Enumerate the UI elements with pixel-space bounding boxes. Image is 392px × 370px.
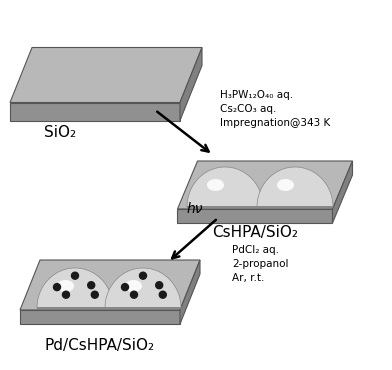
Polygon shape (187, 167, 263, 207)
Text: hν: hν (187, 202, 203, 216)
Polygon shape (10, 102, 180, 121)
Ellipse shape (277, 179, 294, 191)
Circle shape (156, 282, 163, 289)
Polygon shape (180, 47, 202, 121)
Ellipse shape (57, 280, 74, 292)
Polygon shape (178, 161, 352, 209)
Circle shape (91, 291, 98, 298)
Circle shape (140, 272, 147, 279)
Text: Pd/CsHPA/SiO₂: Pd/CsHPA/SiO₂ (45, 338, 155, 353)
Circle shape (88, 282, 95, 289)
Circle shape (53, 283, 60, 290)
Ellipse shape (125, 280, 142, 292)
Circle shape (62, 291, 69, 298)
Polygon shape (105, 268, 181, 308)
Polygon shape (332, 161, 352, 223)
Text: CsHPA/SiO₂: CsHPA/SiO₂ (212, 225, 298, 240)
Polygon shape (20, 260, 200, 310)
Polygon shape (180, 260, 200, 324)
Circle shape (131, 291, 138, 298)
Polygon shape (257, 167, 333, 207)
Polygon shape (37, 268, 113, 308)
Polygon shape (178, 209, 332, 223)
Circle shape (71, 272, 78, 279)
Text: PdCl₂ aq.
2-propanol
Ar, r.t.: PdCl₂ aq. 2-propanol Ar, r.t. (232, 245, 289, 283)
Ellipse shape (207, 179, 224, 191)
Text: SiO₂: SiO₂ (44, 125, 76, 140)
Circle shape (122, 283, 129, 290)
Polygon shape (10, 47, 202, 102)
Circle shape (159, 291, 166, 298)
Text: H₃PW₁₂O₄₀ aq.
Cs₂CO₃ aq.
Impregnation@343 K: H₃PW₁₂O₄₀ aq. Cs₂CO₃ aq. Impregnation@34… (220, 90, 330, 128)
Polygon shape (20, 310, 180, 324)
